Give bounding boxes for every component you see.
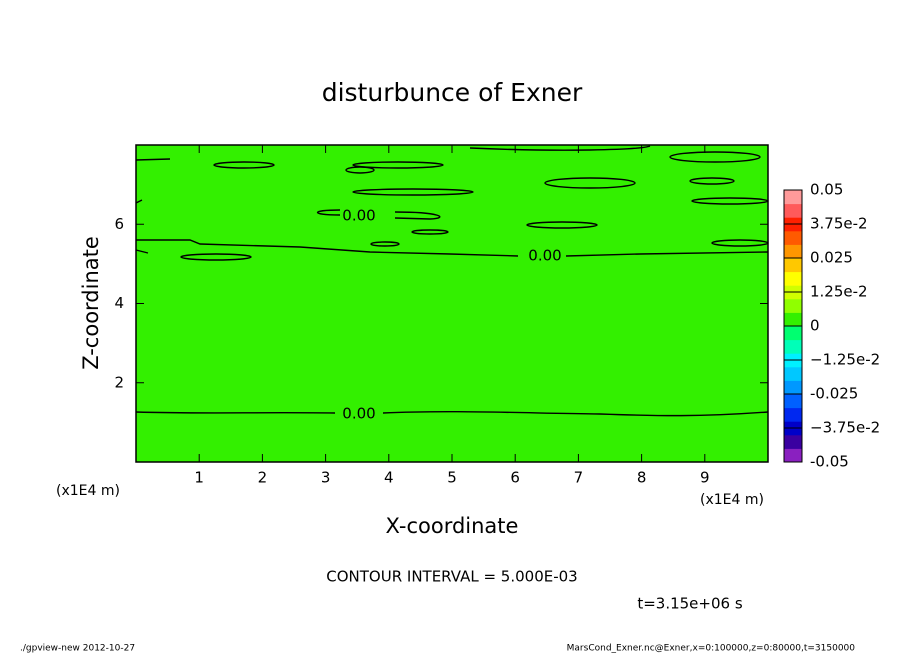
colorbar-label: -0.05 <box>810 453 849 471</box>
colorbar-band <box>784 312 802 327</box>
colorbar-band <box>784 326 802 341</box>
y-tick-label: 4 <box>114 294 124 312</box>
x-tick-label: 7 <box>574 469 584 487</box>
x-tick-label: 1 <box>194 469 204 487</box>
x-tick-label: 3 <box>321 469 331 487</box>
colorbar-label: -0.025 <box>810 385 858 403</box>
x-tick-label: 9 <box>700 469 710 487</box>
colorbar-band <box>784 394 802 409</box>
colorbar-band <box>784 244 802 259</box>
colorbar-band <box>784 190 802 205</box>
x-axis-label: X-coordinate <box>386 514 519 538</box>
colorbar-band <box>784 271 802 286</box>
colorbar-band <box>784 448 802 463</box>
colorbar-band <box>784 258 802 273</box>
x-tick-label: 6 <box>510 469 520 487</box>
y-axis-label: Z-coordinate <box>79 236 103 370</box>
colorbar-label: −1.25e-2 <box>810 351 880 369</box>
contour-label: 0.00 <box>342 207 375 225</box>
colorbar-band <box>784 366 802 381</box>
colorbar-band <box>784 298 802 313</box>
contour-label: 0.00 <box>528 247 561 265</box>
colorbar-label: 1.25e-2 <box>810 283 868 301</box>
x-tick-label: 8 <box>637 469 647 487</box>
chart-title: disturbunce of Exner <box>322 78 583 107</box>
contour-label: 0.00 <box>342 405 375 423</box>
contour-lines <box>135 145 769 417</box>
x-tick-label: 4 <box>384 469 394 487</box>
colorbar-label: 3.75e-2 <box>810 215 868 233</box>
y-tick-label: 6 <box>114 215 124 233</box>
colorbar-label: −3.75e-2 <box>810 419 880 437</box>
contour-fill <box>136 145 768 462</box>
colorbar-band <box>784 230 802 245</box>
x-tick-label: 2 <box>258 469 268 487</box>
colorbar-band <box>784 380 802 395</box>
footer-right: MarsCond_Exner.nc@Exner,x=0:100000,z=0:8… <box>567 644 856 654</box>
colorbar-label: 0.025 <box>810 249 853 267</box>
colorbar-label: 0.05 <box>810 181 843 199</box>
x-tick-label: 5 <box>447 469 457 487</box>
y-unit: (x1E4 m) <box>56 483 120 499</box>
x-unit: (x1E4 m) <box>700 492 764 508</box>
footer-left: ./gpview-new 2012-10-27 <box>20 644 135 654</box>
time-label: t=3.15e+06 s <box>637 595 743 613</box>
colorbar-band <box>784 407 802 422</box>
colorbar-label: 0 <box>810 317 820 335</box>
colorbar-band <box>784 203 802 218</box>
contour-interval: CONTOUR INTERVAL = 5.000E-03 <box>326 568 577 586</box>
colorbar-band <box>784 339 802 354</box>
y-tick-label: 2 <box>114 373 124 391</box>
colorbar-band <box>784 434 802 449</box>
